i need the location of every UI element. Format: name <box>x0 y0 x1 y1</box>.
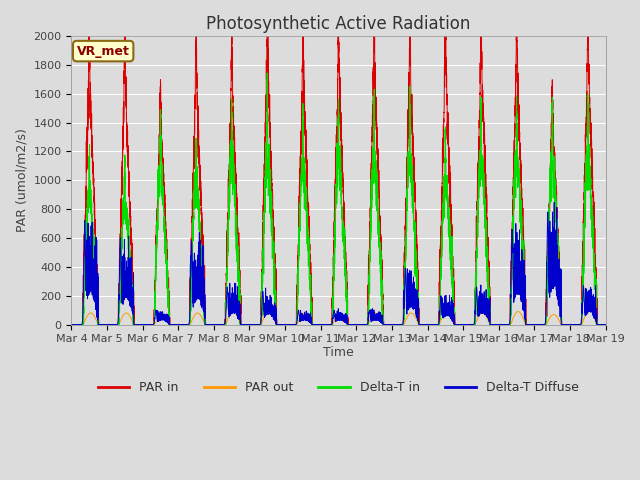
Delta-T Diffuse <box>182 322 189 327</box>
PAR in <box>182 322 189 327</box>
PAR out <box>488 322 496 327</box>
Delta-T Diffuse <box>550 200 558 205</box>
Delta-T in <box>600 322 608 327</box>
Delta-T in <box>79 322 87 327</box>
Delta-T in <box>263 70 271 76</box>
PAR out <box>265 307 273 313</box>
Delta-T Diffuse <box>174 322 182 327</box>
Line: Delta-T in: Delta-T in <box>72 73 605 324</box>
Delta-T Diffuse <box>488 322 496 327</box>
PAR in <box>268 149 275 155</box>
PAR out <box>176 322 184 327</box>
PAR in <box>531 322 538 327</box>
Delta-T in <box>176 322 184 327</box>
Delta-T in <box>488 322 496 327</box>
PAR out <box>68 322 76 327</box>
Text: VR_met: VR_met <box>77 45 130 58</box>
Delta-T Diffuse <box>412 300 420 306</box>
Delta-T Diffuse <box>176 322 184 327</box>
Line: PAR out: PAR out <box>72 310 605 324</box>
PAR out <box>412 316 420 322</box>
PAR in <box>412 232 420 238</box>
Line: PAR in: PAR in <box>72 0 605 324</box>
Delta-T Diffuse <box>600 322 608 327</box>
PAR in <box>488 322 496 327</box>
Y-axis label: PAR (umol/m2/s): PAR (umol/m2/s) <box>15 128 28 232</box>
Delta-T Diffuse <box>602 322 609 327</box>
PAR in <box>68 322 76 327</box>
Legend: PAR in, PAR out, Delta-T in, Delta-T Diffuse: PAR in, PAR out, Delta-T in, Delta-T Dif… <box>93 376 584 399</box>
Delta-T Diffuse <box>68 322 76 327</box>
PAR out <box>600 322 607 327</box>
X-axis label: Time: Time <box>323 346 354 359</box>
Delta-T in <box>412 249 420 255</box>
PAR out <box>602 322 609 327</box>
Line: Delta-T Diffuse: Delta-T Diffuse <box>72 203 605 324</box>
PAR in <box>602 322 609 327</box>
Delta-T Diffuse <box>268 309 275 314</box>
PAR in <box>176 322 184 327</box>
Delta-T in <box>182 322 189 327</box>
PAR out <box>268 310 275 315</box>
Delta-T in <box>68 322 76 327</box>
Title: Photosynthetic Active Radiation: Photosynthetic Active Radiation <box>206 15 470 33</box>
PAR in <box>600 322 608 327</box>
Delta-T in <box>268 220 275 226</box>
Delta-T in <box>602 322 609 327</box>
PAR out <box>182 322 189 327</box>
